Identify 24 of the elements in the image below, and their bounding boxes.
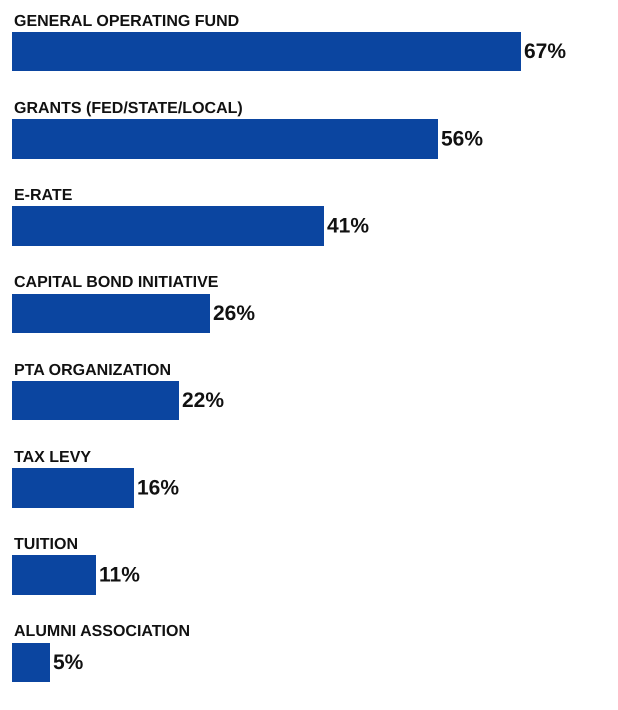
data-label: 67% (524, 40, 566, 63)
y-tick-label: TUITION (14, 536, 78, 553)
y-tick-label: CAPITAL BOND INITIATIVE (14, 274, 219, 291)
data-label: 56% (441, 128, 484, 150)
bar (12, 206, 324, 246)
bar (12, 468, 134, 508)
data-label: 16% (137, 476, 180, 500)
data-label: 41% (327, 214, 370, 238)
y-tick-label: GENERAL OPERATING FUND (14, 13, 240, 30)
data-label: 5% (53, 651, 84, 674)
bar (12, 119, 438, 159)
bar (12, 294, 210, 333)
y-tick-label: GRANTS (FED/STATE/LOCAL) (14, 100, 243, 117)
data-label: 26% (213, 302, 256, 325)
bar (12, 32, 521, 71)
y-tick-label: TAX LEVY (14, 449, 92, 466)
data-label: 11% (99, 564, 140, 586)
bar (12, 555, 96, 595)
y-tick-label: E-RATE (14, 187, 73, 204)
bar (12, 643, 50, 682)
bar (12, 381, 179, 420)
y-tick-label: PTA ORGANIZATION (14, 362, 172, 379)
y-tick-label: ALUMNI ASSOCIATION (14, 623, 190, 640)
data-label: 22% (182, 389, 224, 412)
